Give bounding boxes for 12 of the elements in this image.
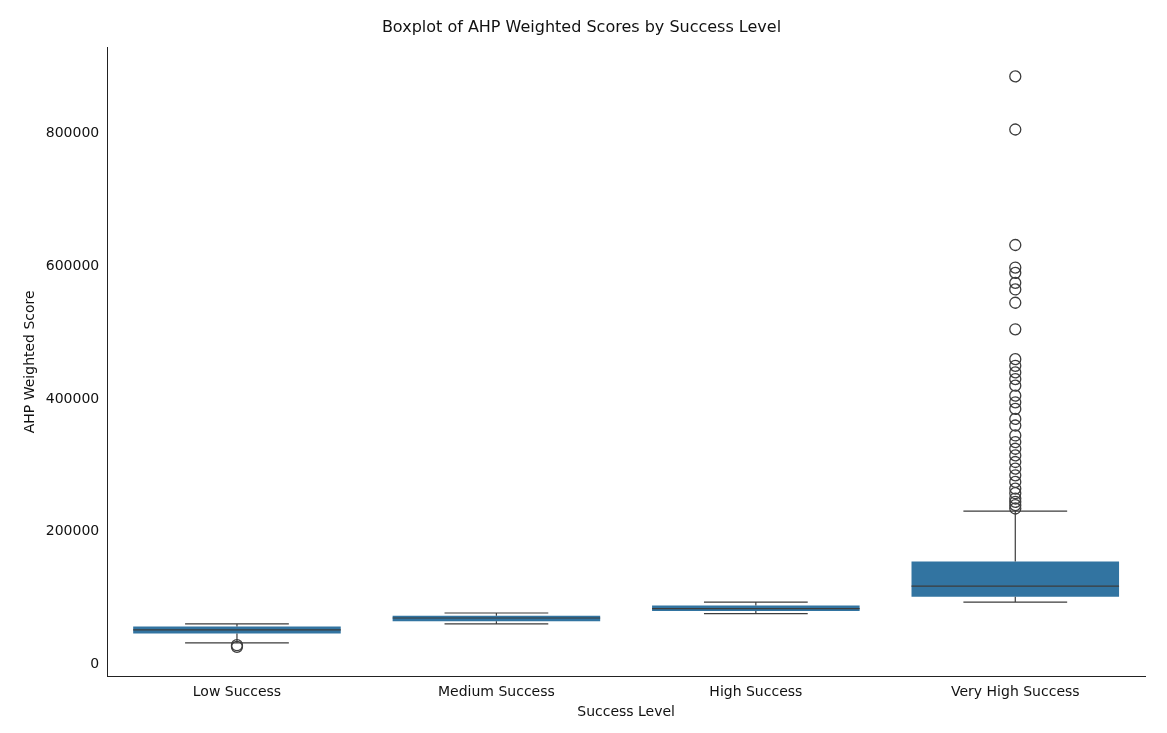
y-tick-label: 400000 bbox=[45, 389, 100, 406]
y-axis-title: AHP Weighted Score bbox=[21, 290, 38, 434]
chart-title: Boxplot of AHP Weighted Scores by Success Level bbox=[381, 16, 782, 36]
x-tick-label: Medium Success bbox=[438, 683, 555, 700]
x-axis-title: Success Level bbox=[577, 703, 675, 720]
y-tick-label: 600000 bbox=[45, 256, 100, 273]
x-tick-label: Low Success bbox=[192, 683, 282, 700]
y-tick-label: 200000 bbox=[45, 522, 100, 539]
x-tick-label: High Success bbox=[709, 683, 803, 700]
y-tick-label: 800000 bbox=[45, 124, 100, 141]
x-tick-label: Very High Success bbox=[950, 683, 1080, 700]
y-tick-label: 0 bbox=[90, 655, 100, 672]
